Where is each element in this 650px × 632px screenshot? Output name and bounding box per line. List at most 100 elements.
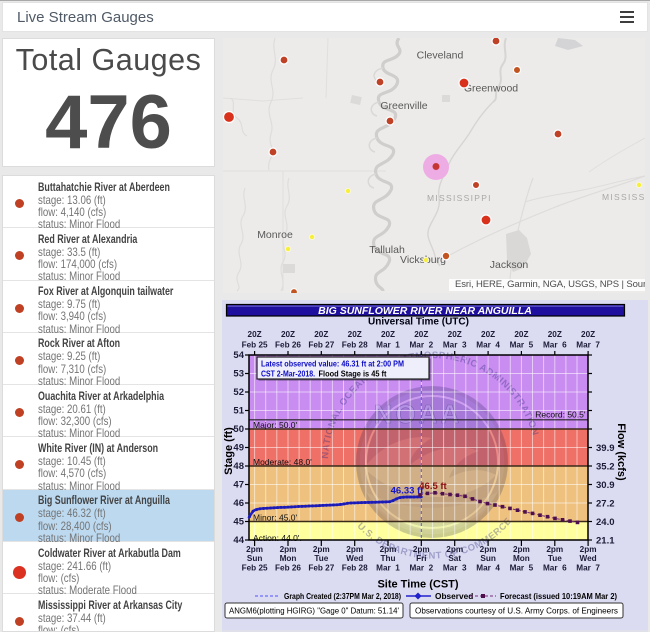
svg-text:Moderate: 48.0': Moderate: 48.0' (253, 457, 312, 467)
svg-text:Flow (kcfs): Flow (kcfs) (615, 423, 627, 481)
svg-text:Mar 7: Mar 7 (576, 564, 600, 573)
svg-text:Cleveland: Cleveland (417, 50, 464, 62)
svg-text:Mar 2: Mar 2 (409, 564, 433, 573)
svg-text:Mar 6: Mar 6 (543, 564, 567, 573)
svg-text:Tallulah: Tallulah (369, 244, 405, 256)
svg-text:27.2: 27.2 (596, 499, 615, 510)
svg-text:Greenwood: Greenwood (464, 83, 518, 95)
svg-text:Observations courtesy of U.S.: Observations courtesy of U.S. Army Corps… (415, 606, 618, 616)
svg-text:Minor: 45.0': Minor: 45.0' (253, 513, 298, 523)
svg-text:46.5 ft: 46.5 ft (419, 481, 447, 492)
svg-text:Thu: Thu (380, 554, 395, 563)
svg-text:2pm: 2pm (513, 545, 530, 554)
svg-text:2pm: 2pm (380, 545, 397, 554)
svg-text:47: 47 (233, 480, 244, 491)
svg-text:Wed: Wed (580, 554, 597, 563)
svg-text:Feb 28: Feb 28 (342, 564, 368, 573)
svg-text:Major: 50.0': Major: 50.0' (253, 420, 298, 430)
svg-text:53: 53 (233, 369, 244, 380)
svg-text:Mar 2: Mar 2 (409, 341, 433, 350)
svg-text:46: 46 (233, 498, 244, 509)
svg-text:Mar 1: Mar 1 (376, 341, 400, 350)
svg-text:Jackson: Jackson (490, 259, 529, 271)
svg-text:Sat: Sat (448, 554, 461, 563)
svg-text:NOAA: NOAA (374, 399, 463, 429)
svg-text:Fri: Fri (416, 554, 426, 563)
svg-text:Monroe: Monroe (257, 229, 293, 241)
svg-text:Sun: Sun (480, 554, 495, 563)
svg-text:Feb 26: Feb 26 (275, 341, 301, 350)
svg-text:Mar 7: Mar 7 (576, 341, 600, 350)
svg-text:Wed: Wed (346, 554, 363, 563)
svg-text:20Z: 20Z (281, 330, 295, 339)
svg-text:20Z: 20Z (381, 330, 395, 339)
svg-text:52: 52 (233, 387, 244, 398)
svg-text:Mon: Mon (513, 554, 530, 563)
svg-text:20Z: 20Z (481, 330, 495, 339)
svg-text:Mar 5: Mar 5 (510, 564, 534, 573)
svg-text:Mon: Mon (280, 554, 297, 563)
svg-text:MISSISSIPPI: MISSISSIPPI (427, 193, 492, 203)
svg-text:35.2: 35.2 (596, 462, 615, 473)
svg-text:Observed: Observed (435, 591, 473, 601)
svg-text:20Z: 20Z (314, 330, 328, 339)
svg-text:Forecast (issued 10:19AM Mar 2: Forecast (issued 10:19AM Mar 2) (500, 591, 617, 601)
svg-text:BIG SUNFLOWER RIVER NEAR ANGUI: BIG SUNFLOWER RIVER NEAR ANGUILLA (318, 305, 532, 317)
svg-text:21.1: 21.1 (596, 536, 615, 547)
svg-text:MISSISS: MISSISS (602, 192, 645, 202)
svg-text:2pm: 2pm (280, 545, 297, 554)
svg-text:45: 45 (233, 517, 244, 528)
svg-text:Flood Stage is 45 ft: Flood Stage is 45 ft (319, 369, 387, 379)
svg-text:2pm: 2pm (246, 545, 263, 554)
svg-text:Site Time (CST): Site Time (CST) (377, 579, 458, 591)
svg-text:Feb 28: Feb 28 (342, 341, 368, 350)
svg-text:20Z: 20Z (548, 330, 562, 339)
svg-text:Mar 3: Mar 3 (443, 341, 467, 350)
svg-text:20Z: 20Z (348, 330, 362, 339)
svg-text:51: 51 (233, 406, 244, 417)
svg-text:Tue: Tue (548, 554, 562, 563)
svg-text:20Z: 20Z (581, 330, 595, 339)
svg-text:Feb 27: Feb 27 (308, 341, 334, 350)
svg-text:Feb 25: Feb 25 (242, 341, 268, 350)
svg-text:Latest observed value: 46.31: Latest observed value: 46.31 ft at 2:00 … (261, 359, 404, 369)
svg-text:54: 54 (233, 350, 244, 361)
svg-text:Sun: Sun (247, 554, 262, 563)
svg-text:39.9: 39.9 (596, 443, 615, 454)
svg-text:20Z: 20Z (414, 330, 428, 339)
svg-text:Mar 1: Mar 1 (376, 564, 400, 573)
svg-text:Stage (ft): Stage (ft) (223, 427, 235, 475)
svg-text:2pm: 2pm (413, 545, 430, 554)
svg-text:Feb 27: Feb 27 (308, 564, 334, 573)
svg-text:2pm: 2pm (546, 545, 563, 554)
svg-text:48: 48 (233, 461, 244, 472)
svg-text:2pm: 2pm (446, 545, 463, 554)
svg-text:CST 2-Mar-2018.: CST 2-Mar-2018. (261, 369, 315, 379)
svg-text:2pm: 2pm (580, 545, 597, 554)
svg-text:30.9: 30.9 (596, 480, 615, 491)
svg-text:Mar 4: Mar 4 (476, 564, 500, 573)
svg-text:Record: 50.5': Record: 50.5' (535, 410, 586, 420)
svg-text:Greenville: Greenville (380, 100, 427, 112)
svg-text:Tue: Tue (314, 554, 328, 563)
svg-text:20Z: 20Z (448, 330, 462, 339)
svg-text:44: 44 (233, 535, 244, 546)
svg-text:2pm: 2pm (346, 545, 363, 554)
svg-text:50: 50 (233, 424, 244, 435)
svg-text:Mar 5: Mar 5 (510, 341, 534, 350)
svg-text:ANGM6(plotting HGIRG) "Gage 0": ANGM6(plotting HGIRG) "Gage 0" Datum: 51… (229, 606, 399, 616)
svg-text:Feb 26: Feb 26 (275, 564, 301, 573)
svg-text:Graph Created (2:37PM Mar 2, 2: Graph Created (2:37PM Mar 2, 2018) (284, 591, 401, 601)
svg-text:20Z: 20Z (248, 330, 262, 339)
svg-text:Action: 44.0'.: Action: 44.0'. (253, 533, 302, 543)
svg-text:Feb 25: Feb 25 (242, 564, 268, 573)
svg-text:20Z: 20Z (514, 330, 528, 339)
svg-text:46.33 ft: 46.33 ft (391, 486, 425, 497)
svg-text:2pm: 2pm (313, 545, 330, 554)
svg-text:Mar 4: Mar 4 (476, 341, 500, 350)
svg-text:Mar 6: Mar 6 (543, 341, 567, 350)
svg-text:2pm: 2pm (480, 545, 497, 554)
svg-text:Mar 3: Mar 3 (443, 564, 467, 573)
svg-text:24.0: 24.0 (596, 517, 615, 528)
svg-text:Universal Time (UTC): Universal Time (UTC) (368, 317, 469, 328)
